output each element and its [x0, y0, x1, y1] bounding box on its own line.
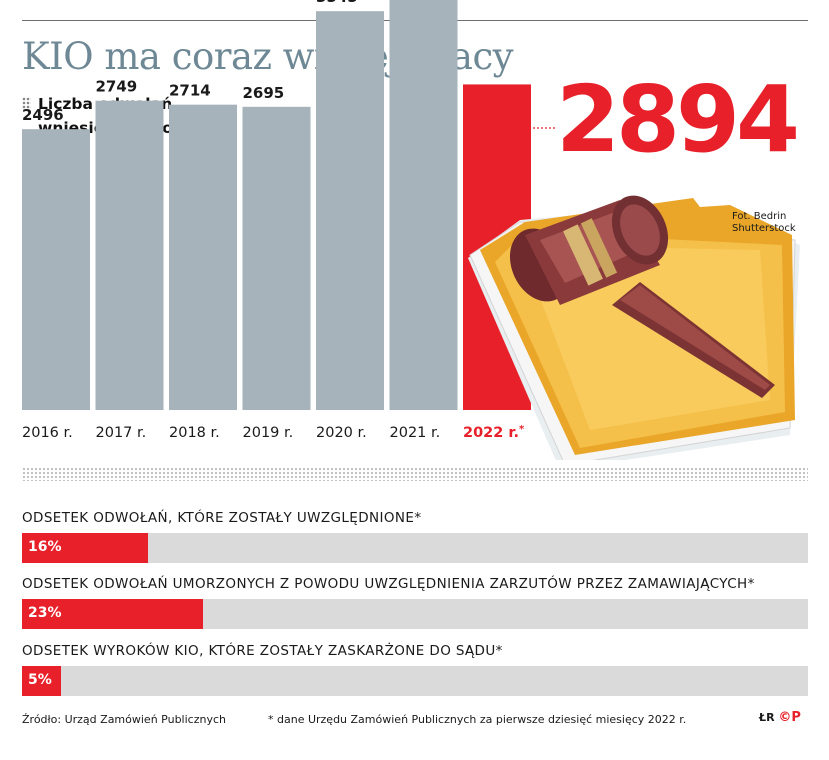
value-label-2018-r: 2714	[169, 82, 211, 100]
pct-value-appealed: 5%	[28, 672, 52, 688]
bar-chart: 2496 2016 r. 2749 2017 r. 2714 2018 r. 2695 201…	[22, 0, 800, 460]
value-label-2017-r: 2749	[96, 78, 138, 96]
source-note: Źródło: Urząd Zamówień Publicznych	[22, 713, 226, 726]
bar-2016-r	[22, 129, 90, 410]
brand-mark: ©P	[778, 710, 801, 725]
pct-fill-appealed: 5%	[22, 666, 62, 696]
value-label-2016-r: 2496	[22, 106, 64, 124]
publisher-logo: ŁR ©P	[759, 710, 801, 725]
value-label-2019-r: 2695	[243, 84, 285, 102]
category-label-2020-r: 2020 r.	[316, 425, 367, 441]
category-label-2017-r: 2017 r.	[96, 425, 147, 441]
photo-credit-line-1: Fot. Bedrin	[732, 211, 787, 222]
category-label-2022-r: 2022 r.*	[463, 424, 525, 441]
category-label-2021-r: 2021 r.	[390, 425, 441, 441]
category-label-2019-r: 2019 r.	[243, 425, 294, 441]
footnote: * dane Urzędu Zamówień Publicznych za pi…	[268, 713, 687, 726]
pct-track-appealed: 5%	[22, 666, 808, 696]
bar-2018-r	[169, 104, 237, 411]
photo-credit: Fot. Bedrin Shutterstock	[732, 211, 796, 235]
author-initials: ŁR	[759, 711, 775, 724]
pct-value-upheld: 16%	[28, 539, 62, 555]
bar-2021-r	[389, 0, 458, 410]
photo-credit-line-2: Shutterstock	[732, 223, 796, 234]
pct-track-upheld: 16%	[22, 533, 808, 563]
pct-fill-upheld: 16%	[22, 533, 148, 563]
dotted-divider	[22, 467, 808, 481]
pct-track-discontinued: 23%	[22, 599, 808, 629]
category-label-2016-r: 2016 r.	[22, 425, 73, 441]
highlight-value: 2894	[556, 66, 800, 173]
pct-label-discontinued: ODSETEK ODWOŁAŃ UMORZONYCH Z POWODU UWZG…	[22, 576, 755, 592]
bar-2017-r	[95, 100, 164, 411]
pct-value-discontinued: 23%	[28, 605, 62, 621]
bar-2020-r	[316, 11, 384, 410]
category-label-2018-r: 2018 r.	[169, 425, 220, 441]
footnote-marker: *	[519, 424, 525, 435]
subtitle-dots-icon	[22, 97, 31, 109]
pct-fill-discontinued: 23%	[22, 599, 203, 629]
bar-2019-r	[242, 106, 311, 410]
pct-label-upheld: ODSETEK ODWOŁAŃ, KTÓRE ZOSTAŁY UWZGLĘDNI…	[22, 510, 422, 526]
pct-label-appealed: ODSETEK WYROKÓW KIO, KTÓRE ZOSTAŁY ZASKA…	[22, 643, 503, 659]
gavel-folder-illustration	[468, 195, 800, 460]
value-label-2020-r: 3545	[316, 0, 358, 6]
